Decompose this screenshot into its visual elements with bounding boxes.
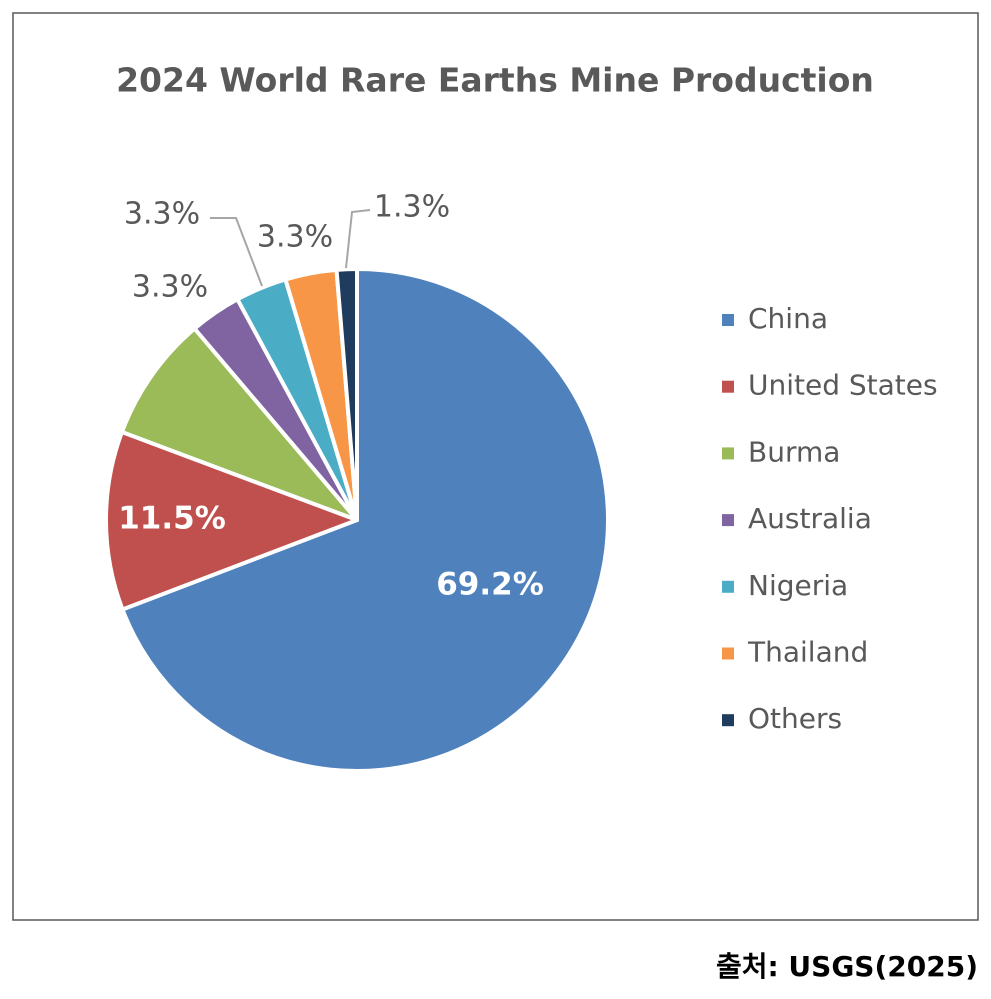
legend-swatch	[722, 314, 734, 326]
legend-swatch	[722, 647, 734, 660]
legend-label: Thailand	[747, 636, 868, 669]
pie-slice	[104, 430, 359, 612]
legend-swatch	[722, 514, 734, 527]
legend-label: China	[748, 302, 828, 335]
value-label: 1.3%	[374, 190, 450, 225]
legend-swatch	[722, 580, 734, 593]
leader-line	[210, 217, 263, 287]
legend-swatch	[722, 447, 734, 460]
pie-slice	[120, 267, 610, 773]
value-label: 3.3%	[257, 220, 333, 255]
legend-swatch	[722, 380, 734, 393]
legend-label: Nigeria	[748, 569, 848, 602]
value-label: 3.3%	[132, 270, 208, 305]
legend-label: United States	[748, 369, 938, 402]
legend-swatch	[722, 714, 734, 727]
pie-slice	[119, 326, 359, 522]
value-label: 69.2%	[436, 567, 544, 603]
source: 출처: USGS(2025)	[716, 950, 978, 983]
leader-line	[345, 209, 371, 269]
chart-title: 2024 World Rare Earths Mine Production	[116, 61, 874, 100]
pie-slice	[334, 267, 359, 522]
legend-label: Others	[748, 702, 842, 735]
legend-label: Australia	[748, 502, 872, 535]
value-label: 11.5%	[118, 501, 226, 537]
value-label: 3.3%	[124, 197, 200, 232]
legend-label: Burma	[748, 435, 840, 468]
